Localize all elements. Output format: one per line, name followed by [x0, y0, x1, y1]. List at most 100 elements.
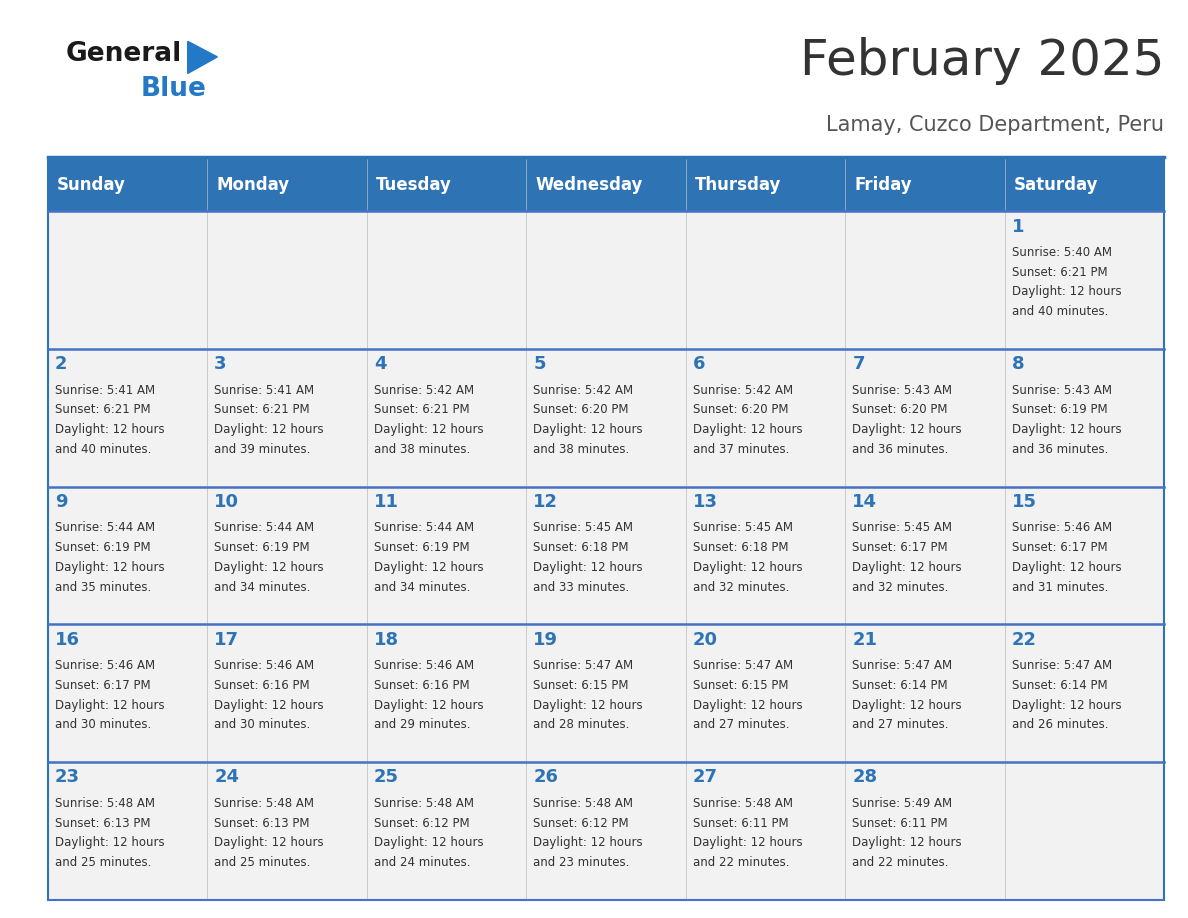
Text: Friday: Friday: [854, 176, 912, 194]
Text: Sunrise: 5:41 AM: Sunrise: 5:41 AM: [214, 384, 315, 397]
Text: Sunset: 6:17 PM: Sunset: 6:17 PM: [55, 678, 150, 692]
Text: and 30 minutes.: and 30 minutes.: [214, 718, 310, 732]
Text: Daylight: 12 hours: Daylight: 12 hours: [693, 699, 802, 711]
Text: Sunrise: 5:45 AM: Sunrise: 5:45 AM: [852, 521, 953, 534]
Text: 23: 23: [55, 768, 80, 787]
Text: 20: 20: [693, 631, 718, 649]
Text: Daylight: 12 hours: Daylight: 12 hours: [214, 699, 324, 711]
Text: Sunset: 6:20 PM: Sunset: 6:20 PM: [533, 404, 628, 417]
Text: Daylight: 12 hours: Daylight: 12 hours: [55, 423, 164, 436]
Bar: [48, 349, 1164, 487]
Text: Sunrise: 5:47 AM: Sunrise: 5:47 AM: [693, 659, 792, 672]
Text: Sunrise: 5:42 AM: Sunrise: 5:42 AM: [693, 384, 792, 397]
Text: Sunset: 6:20 PM: Sunset: 6:20 PM: [852, 404, 948, 417]
Text: Sunset: 6:12 PM: Sunset: 6:12 PM: [374, 817, 469, 830]
Text: 10: 10: [214, 493, 239, 511]
Bar: [48, 487, 1164, 624]
Text: Daylight: 12 hours: Daylight: 12 hours: [55, 699, 164, 711]
Text: and 33 minutes.: and 33 minutes.: [533, 580, 630, 594]
Text: Daylight: 12 hours: Daylight: 12 hours: [1012, 285, 1121, 298]
Text: 26: 26: [533, 768, 558, 787]
Text: Sunrise: 5:46 AM: Sunrise: 5:46 AM: [214, 659, 315, 672]
Text: 25: 25: [374, 768, 399, 787]
Text: Daylight: 12 hours: Daylight: 12 hours: [55, 836, 164, 849]
Text: Blue: Blue: [140, 76, 206, 102]
Bar: [48, 624, 1164, 762]
Text: Sunset: 6:12 PM: Sunset: 6:12 PM: [533, 817, 628, 830]
Text: Sunrise: 5:42 AM: Sunrise: 5:42 AM: [374, 384, 474, 397]
Text: 1: 1: [1012, 218, 1024, 236]
Text: 27: 27: [693, 768, 718, 787]
Text: and 22 minutes.: and 22 minutes.: [852, 856, 949, 869]
Text: and 29 minutes.: and 29 minutes.: [374, 718, 470, 732]
Text: 19: 19: [533, 631, 558, 649]
Text: and 30 minutes.: and 30 minutes.: [55, 718, 151, 732]
Text: Daylight: 12 hours: Daylight: 12 hours: [852, 836, 962, 849]
Text: Daylight: 12 hours: Daylight: 12 hours: [693, 423, 802, 436]
Text: Daylight: 12 hours: Daylight: 12 hours: [533, 699, 643, 711]
Text: Sunset: 6:14 PM: Sunset: 6:14 PM: [1012, 678, 1107, 692]
Text: Sunrise: 5:48 AM: Sunrise: 5:48 AM: [533, 797, 633, 810]
Text: Daylight: 12 hours: Daylight: 12 hours: [214, 423, 324, 436]
Text: 18: 18: [374, 631, 399, 649]
Text: Tuesday: Tuesday: [377, 176, 451, 194]
Text: Daylight: 12 hours: Daylight: 12 hours: [214, 561, 324, 574]
Text: and 22 minutes.: and 22 minutes.: [693, 856, 789, 869]
Text: Sunrise: 5:43 AM: Sunrise: 5:43 AM: [852, 384, 953, 397]
Text: Sunrise: 5:48 AM: Sunrise: 5:48 AM: [374, 797, 474, 810]
Text: Sunset: 6:13 PM: Sunset: 6:13 PM: [55, 817, 150, 830]
Text: Daylight: 12 hours: Daylight: 12 hours: [533, 423, 643, 436]
Text: Sunset: 6:19 PM: Sunset: 6:19 PM: [55, 541, 150, 554]
Text: Sunrise: 5:41 AM: Sunrise: 5:41 AM: [55, 384, 154, 397]
Text: Daylight: 12 hours: Daylight: 12 hours: [852, 561, 962, 574]
Text: Sunrise: 5:47 AM: Sunrise: 5:47 AM: [1012, 659, 1112, 672]
Text: and 40 minutes.: and 40 minutes.: [1012, 305, 1108, 319]
Text: Daylight: 12 hours: Daylight: 12 hours: [852, 423, 962, 436]
Text: Sunrise: 5:46 AM: Sunrise: 5:46 AM: [55, 659, 154, 672]
Text: Sunset: 6:21 PM: Sunset: 6:21 PM: [214, 404, 310, 417]
Text: and 39 minutes.: and 39 minutes.: [214, 443, 310, 456]
Text: Daylight: 12 hours: Daylight: 12 hours: [693, 561, 802, 574]
Text: Sunset: 6:14 PM: Sunset: 6:14 PM: [852, 678, 948, 692]
Text: Lamay, Cuzco Department, Peru: Lamay, Cuzco Department, Peru: [826, 115, 1164, 135]
Text: 3: 3: [214, 355, 227, 374]
Text: General: General: [65, 41, 182, 67]
Text: and 32 minutes.: and 32 minutes.: [693, 580, 789, 594]
Text: 28: 28: [852, 768, 878, 787]
Text: 16: 16: [55, 631, 80, 649]
Text: Sunrise: 5:46 AM: Sunrise: 5:46 AM: [1012, 521, 1112, 534]
Bar: [48, 762, 1164, 900]
Text: 6: 6: [693, 355, 706, 374]
Text: 4: 4: [374, 355, 386, 374]
Text: Sunrise: 5:47 AM: Sunrise: 5:47 AM: [852, 659, 953, 672]
Text: 17: 17: [214, 631, 239, 649]
Bar: [48, 159, 1164, 211]
Text: and 36 minutes.: and 36 minutes.: [1012, 443, 1108, 456]
Text: Sunset: 6:21 PM: Sunset: 6:21 PM: [1012, 265, 1107, 279]
Text: Sunrise: 5:48 AM: Sunrise: 5:48 AM: [55, 797, 154, 810]
Text: Sunset: 6:11 PM: Sunset: 6:11 PM: [693, 817, 789, 830]
Text: 15: 15: [1012, 493, 1037, 511]
Text: Sunset: 6:19 PM: Sunset: 6:19 PM: [374, 541, 469, 554]
Text: and 35 minutes.: and 35 minutes.: [55, 580, 151, 594]
Polygon shape: [188, 41, 217, 73]
Text: 7: 7: [852, 355, 865, 374]
Text: 21: 21: [852, 631, 877, 649]
Text: Sunrise: 5:42 AM: Sunrise: 5:42 AM: [533, 384, 633, 397]
Text: and 27 minutes.: and 27 minutes.: [852, 718, 949, 732]
Text: Sunset: 6:20 PM: Sunset: 6:20 PM: [693, 404, 789, 417]
Text: Sunset: 6:19 PM: Sunset: 6:19 PM: [214, 541, 310, 554]
Text: Sunset: 6:15 PM: Sunset: 6:15 PM: [693, 678, 789, 692]
Text: and 32 minutes.: and 32 minutes.: [852, 580, 949, 594]
Text: 2: 2: [55, 355, 68, 374]
Text: Sunrise: 5:44 AM: Sunrise: 5:44 AM: [374, 521, 474, 534]
Text: Daylight: 12 hours: Daylight: 12 hours: [214, 836, 324, 849]
Text: Wednesday: Wednesday: [536, 176, 643, 194]
Text: and 23 minutes.: and 23 minutes.: [533, 856, 630, 869]
Text: Sunset: 6:18 PM: Sunset: 6:18 PM: [533, 541, 628, 554]
Text: 22: 22: [1012, 631, 1037, 649]
Text: Daylight: 12 hours: Daylight: 12 hours: [1012, 561, 1121, 574]
Text: February 2025: February 2025: [800, 37, 1164, 84]
Text: Sunrise: 5:48 AM: Sunrise: 5:48 AM: [693, 797, 792, 810]
Text: Daylight: 12 hours: Daylight: 12 hours: [533, 836, 643, 849]
